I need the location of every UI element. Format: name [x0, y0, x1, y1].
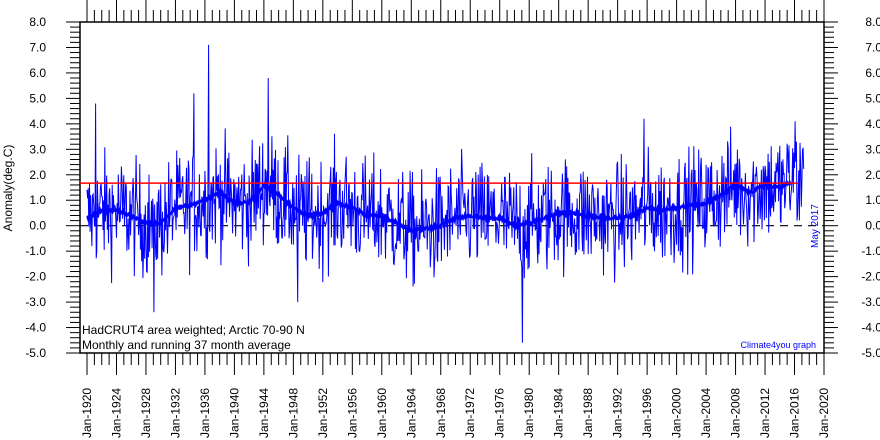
y-tick-label-right: -2.0 — [861, 270, 880, 284]
y-tick-label-left: 8.0 — [29, 15, 46, 29]
x-tick-label: Jan-1980 — [522, 388, 536, 438]
x-tick-label: Jan-1944 — [257, 388, 271, 438]
x-tick-label: Jan-1952 — [316, 388, 330, 438]
x-tick-label: Jan-1968 — [434, 388, 448, 438]
x-tick-label: Jan-1956 — [345, 388, 359, 438]
y-tick-label-left: 4.0 — [29, 117, 46, 131]
x-tick-label: Jan-2000 — [670, 388, 684, 438]
x-tick-label: Jan-1972 — [463, 388, 477, 438]
y-tick-label-right: 4.0 — [865, 117, 880, 131]
y-axis-label: Anomaly(deg.C) — [1, 145, 15, 232]
running-average-line — [86, 179, 792, 236]
y-tick-label-left: 2.0 — [29, 168, 46, 182]
y-tick-label-right: 1.0 — [865, 193, 880, 207]
x-tick-label: Jan-1960 — [375, 388, 389, 438]
y-tick-label-right: -1.0 — [861, 244, 880, 258]
y-tick-label-right: -5.0 — [861, 346, 880, 360]
y-tick-label-right: 6.0 — [865, 66, 880, 80]
y-tick-label-left: 1.0 — [29, 193, 46, 207]
x-tick-label: Jan-2004 — [699, 388, 713, 438]
y-tick-label-right: -4.0 — [861, 321, 880, 335]
y-tick-label-left: 3.0 — [29, 142, 46, 156]
y-tick-label-right: 0.0 — [865, 219, 880, 233]
x-tick-label: Jan-2016 — [788, 388, 802, 438]
y-tick-label-right: 3.0 — [865, 142, 880, 156]
x-tick-label: Jan-1948 — [286, 388, 300, 438]
x-tick-label: Jan-2020 — [817, 388, 831, 438]
x-tick-label: Jan-1996 — [640, 388, 654, 438]
y-tick-label-right: 8.0 — [865, 15, 880, 29]
y-tick-label-left: 5.0 — [29, 91, 46, 105]
y-tick-label-right: 2.0 — [865, 168, 880, 182]
y-tick-label-left: -1.0 — [25, 244, 46, 258]
y-tick-label-left: -3.0 — [25, 295, 46, 309]
x-tick-label: Jan-2012 — [758, 388, 772, 438]
y-tick-label-right: -3.0 — [861, 295, 880, 309]
last-month-label: May 2017 — [810, 204, 821, 248]
x-tick-label: Jan-1932 — [168, 388, 182, 438]
chart-title-line-2: Monthly and running 37 month average — [82, 338, 291, 352]
x-tick-label: Jan-1964 — [404, 388, 418, 438]
chart-title-line-1: HadCRUT4 area weighted; Arctic 70-90 N — [82, 323, 305, 337]
x-tick-label: Jan-1920 — [80, 388, 94, 438]
x-tick-label: Jan-1940 — [227, 388, 241, 438]
y-tick-label-left: 0.0 — [29, 219, 46, 233]
credit-label: Climate4you graph — [740, 340, 816, 350]
y-tick-label-left: -4.0 — [25, 321, 46, 335]
x-tick-label: Jan-1924 — [109, 388, 123, 438]
y-tick-label-left: -5.0 — [25, 346, 46, 360]
y-tick-label-left: 7.0 — [29, 40, 46, 54]
y-tick-label-left: 6.0 — [29, 66, 46, 80]
x-tick-label: Jan-1928 — [139, 388, 153, 438]
x-tick-label: Jan-1936 — [198, 388, 212, 438]
y-tick-label-right: 5.0 — [865, 91, 880, 105]
x-tick-label: Jan-1984 — [552, 388, 566, 438]
x-tick-label: Jan-1992 — [611, 388, 625, 438]
y-tick-label-right: 7.0 — [865, 40, 880, 54]
y-tick-label-left: -2.0 — [25, 270, 46, 284]
x-tick-label: Jan-1976 — [493, 388, 507, 438]
x-tick-label: Jan-1988 — [581, 388, 595, 438]
x-tick-label: Jan-2008 — [729, 388, 743, 438]
